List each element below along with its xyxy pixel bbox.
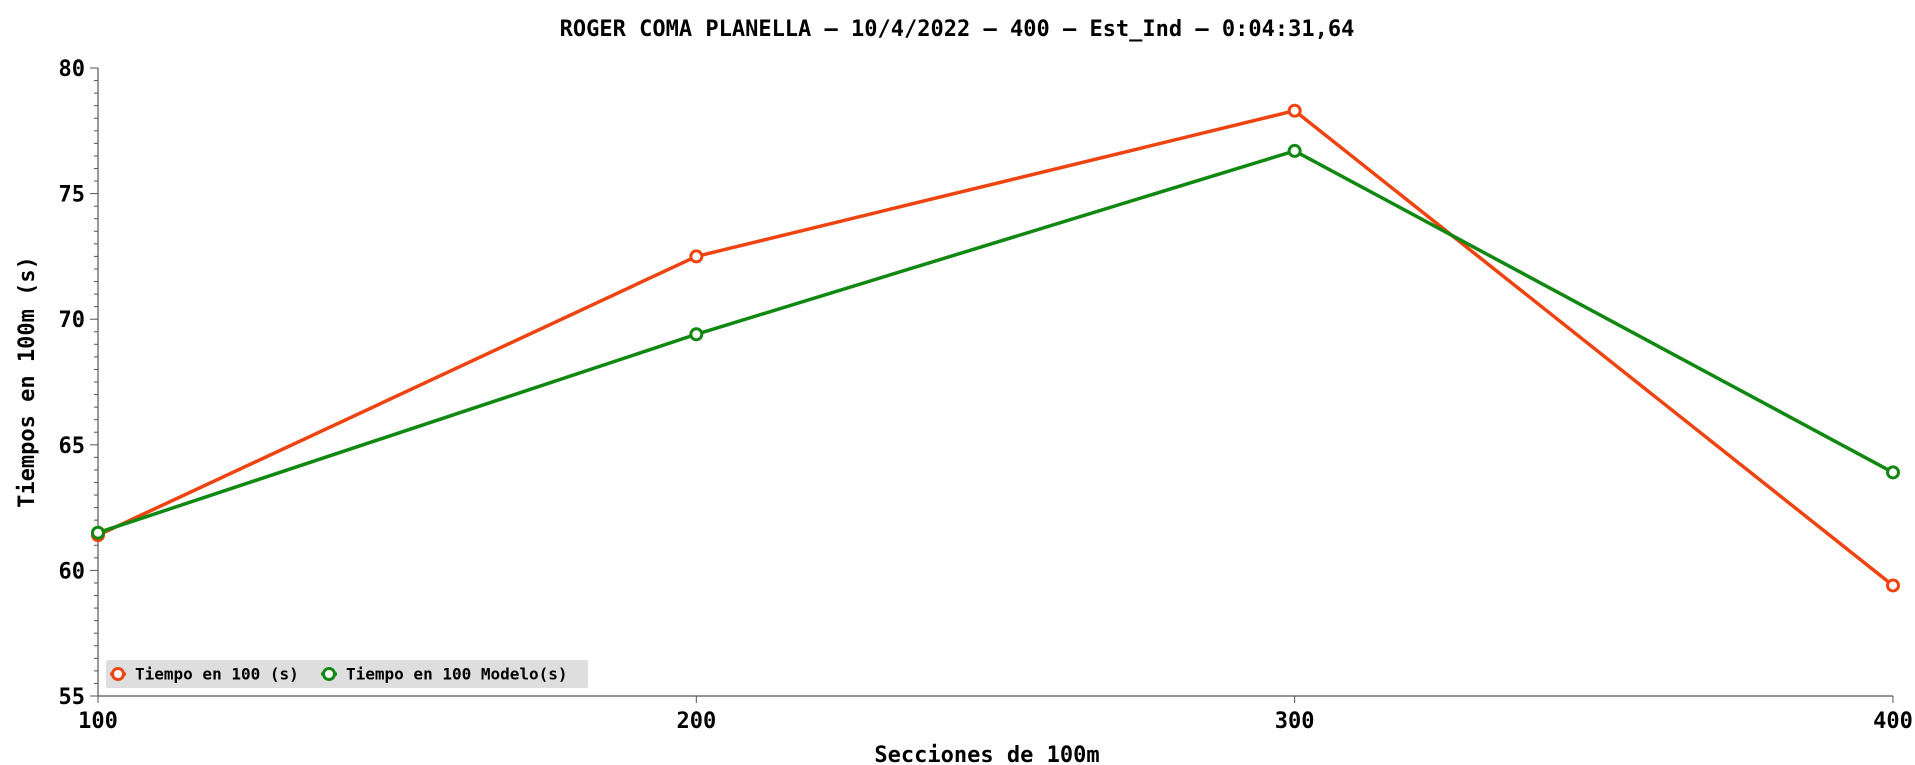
x-axis-label: Secciones de 100m [874, 743, 1099, 765]
x-tick-label: 400 [1873, 709, 1913, 734]
x-tick-label: 200 [676, 709, 716, 734]
series-2-point [91, 525, 105, 540]
legend-marker-2 [322, 667, 336, 681]
series-2-point [1886, 465, 1900, 480]
x-tick-label: 100 [78, 709, 118, 734]
x-tick-label: 300 [1275, 709, 1315, 734]
series-1-point [1287, 103, 1302, 118]
legend-background [106, 660, 588, 688]
y-tick-label: 55 [59, 685, 86, 710]
x-axis: 100 200 300 400 [78, 695, 1913, 734]
series-1 [91, 103, 1900, 593]
series-2-point [1287, 143, 1302, 158]
series-2 [91, 143, 1900, 540]
legend-label-2: Tiempo en 100 Modelo(s) [346, 665, 568, 684]
chart-title: ROGER COMA PLANELLA – 10/4/2022 – 400 – … [560, 17, 1355, 42]
series-1-point [689, 249, 704, 264]
series-1-line [96, 108, 1895, 588]
y-tick-label: 80 [59, 57, 86, 82]
y-axis-label: Tiempos en 100m (s) [15, 256, 40, 508]
y-tick-label: 60 [59, 559, 86, 584]
y-tick-label: 65 [59, 434, 86, 459]
y-tick-label: 75 [59, 183, 86, 208]
series-2-line [96, 149, 1895, 535]
series-layer [91, 103, 1900, 593]
legend: Tiempo en 100 (s) Tiempo en 100 Modelo(s) [106, 660, 588, 688]
y-axis: 55 60 65 70 75 80 [59, 57, 99, 710]
legend-label-1: Tiempo en 100 (s) [135, 665, 299, 684]
series-1-point [1886, 578, 1900, 593]
y-tick-label: 70 [59, 308, 86, 333]
legend-marker-1 [111, 667, 125, 681]
series-2-point [689, 327, 704, 342]
